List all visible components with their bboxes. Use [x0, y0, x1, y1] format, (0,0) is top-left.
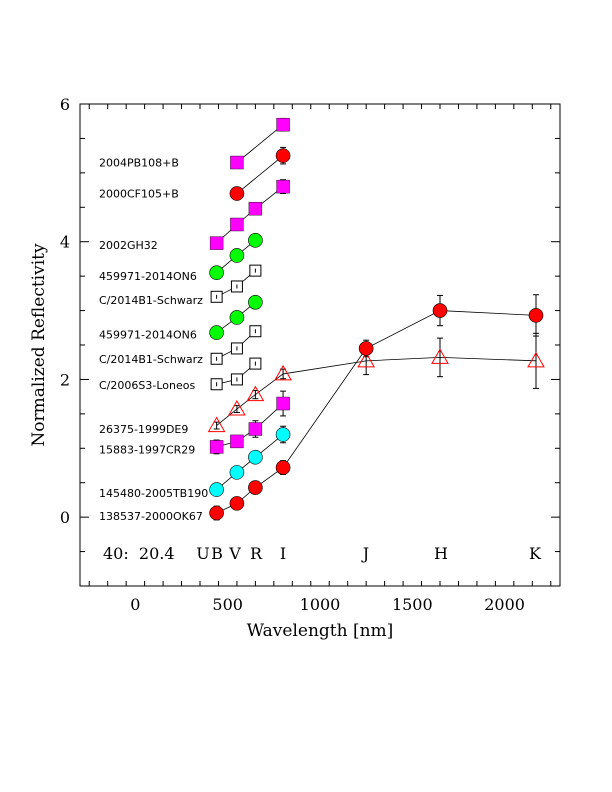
series-label: 2000CF105+B — [99, 188, 179, 201]
series-label: 15883-1997CR29 — [99, 444, 195, 457]
x-axis-title: Wavelength [nm] — [247, 621, 394, 641]
y-tick-labels: 0 2 4 6 — [60, 95, 70, 527]
marker-circle — [275, 460, 291, 475]
axis-ticks — [80, 103, 560, 587]
marker-square — [230, 217, 244, 232]
marker-square — [230, 155, 244, 170]
marker-circle — [229, 465, 245, 480]
y-tick-label: 0 — [60, 508, 70, 527]
page-note: 40: 20.4 — [103, 544, 175, 563]
marker-square — [230, 434, 244, 449]
series-line — [216, 186, 284, 244]
marker-square — [209, 236, 224, 250]
marker-circle — [432, 303, 448, 318]
x-tick-label: 1000 — [300, 595, 341, 614]
band-label-B: B — [211, 544, 223, 563]
marker-open-triangle — [527, 351, 545, 368]
x-tick-label: 2000 — [484, 595, 525, 614]
series-label: C/2006S3-Loneos — [99, 379, 195, 392]
y-axis-title: Normalized Reflectivity — [29, 243, 49, 447]
marker-square — [276, 396, 290, 411]
series-label: 145480-2005TB190 — [99, 487, 208, 500]
marker-open-triangle — [246, 385, 265, 402]
series-line — [216, 403, 284, 448]
marker-circle — [248, 480, 263, 495]
marker-circle — [275, 148, 291, 163]
marker-circle — [248, 449, 263, 465]
y-tick-label: 2 — [60, 370, 70, 389]
data-markers — [207, 117, 545, 521]
series-line — [236, 124, 284, 163]
marker-circle — [248, 295, 263, 310]
marker-open-triangle — [357, 351, 376, 368]
series-line — [216, 310, 537, 514]
series-line — [236, 155, 284, 194]
series-label: 26375-1999DE9 — [99, 423, 188, 436]
marker-circle — [209, 505, 224, 521]
marker-square — [209, 440, 224, 454]
x-tick-label: 500 — [212, 595, 243, 614]
object-labels: 2004PB108+B 2000CF105+B 2002GH32 459971-201… — [99, 157, 208, 523]
marker-circle — [358, 341, 374, 356]
marker-open-triangle — [431, 348, 449, 364]
y-tick-label: 4 — [60, 233, 70, 252]
marker-open-triangle — [207, 416, 226, 433]
band-label-R: R — [250, 544, 263, 563]
marker-circle — [209, 265, 224, 281]
error-bars — [213, 117, 539, 521]
marker-circle — [528, 308, 544, 323]
band-label-H: H — [434, 544, 448, 563]
marker-open-triangle — [274, 364, 292, 381]
band-label-J: J — [361, 544, 369, 563]
series-label: 459971-2014ON6 — [99, 329, 197, 342]
x-tick-label: 1500 — [392, 595, 433, 614]
marker-circle — [229, 310, 245, 325]
marker-circle — [248, 233, 263, 248]
marker-square — [276, 117, 290, 132]
y-tick-label: 6 — [60, 95, 70, 114]
series-label: 2004PB108+B — [99, 157, 179, 170]
band-label-V: V — [228, 544, 241, 563]
marker-open-triangle — [228, 400, 246, 416]
band-label-I: I — [280, 544, 286, 563]
band-label-U: U — [196, 544, 209, 563]
marker-square — [276, 179, 290, 194]
series-label: 2002GH32 — [99, 239, 158, 252]
x-tick-label: 0 — [130, 595, 140, 614]
series-line — [216, 356, 537, 426]
series-label: C/2014B1-Schwarz — [99, 353, 203, 366]
marker-circle — [229, 186, 245, 201]
x-tick-labels: 0 500 1000 1500 2000 — [130, 595, 525, 614]
series-label: 459971-2014ON6 — [99, 270, 197, 283]
marker-circle — [229, 248, 245, 263]
marker-square — [248, 201, 263, 216]
marker-circle — [229, 496, 245, 511]
marker-circle — [209, 482, 224, 497]
marker-square — [248, 422, 263, 436]
series-line — [216, 434, 284, 490]
series-lines — [216, 124, 537, 514]
marker-circle — [209, 325, 224, 340]
marker-circle — [275, 427, 291, 442]
series-label: 138537-2000OK67 — [99, 510, 203, 523]
band-label-K: K — [529, 544, 542, 563]
series-label: C/2014B1-Schwarz — [99, 294, 203, 307]
